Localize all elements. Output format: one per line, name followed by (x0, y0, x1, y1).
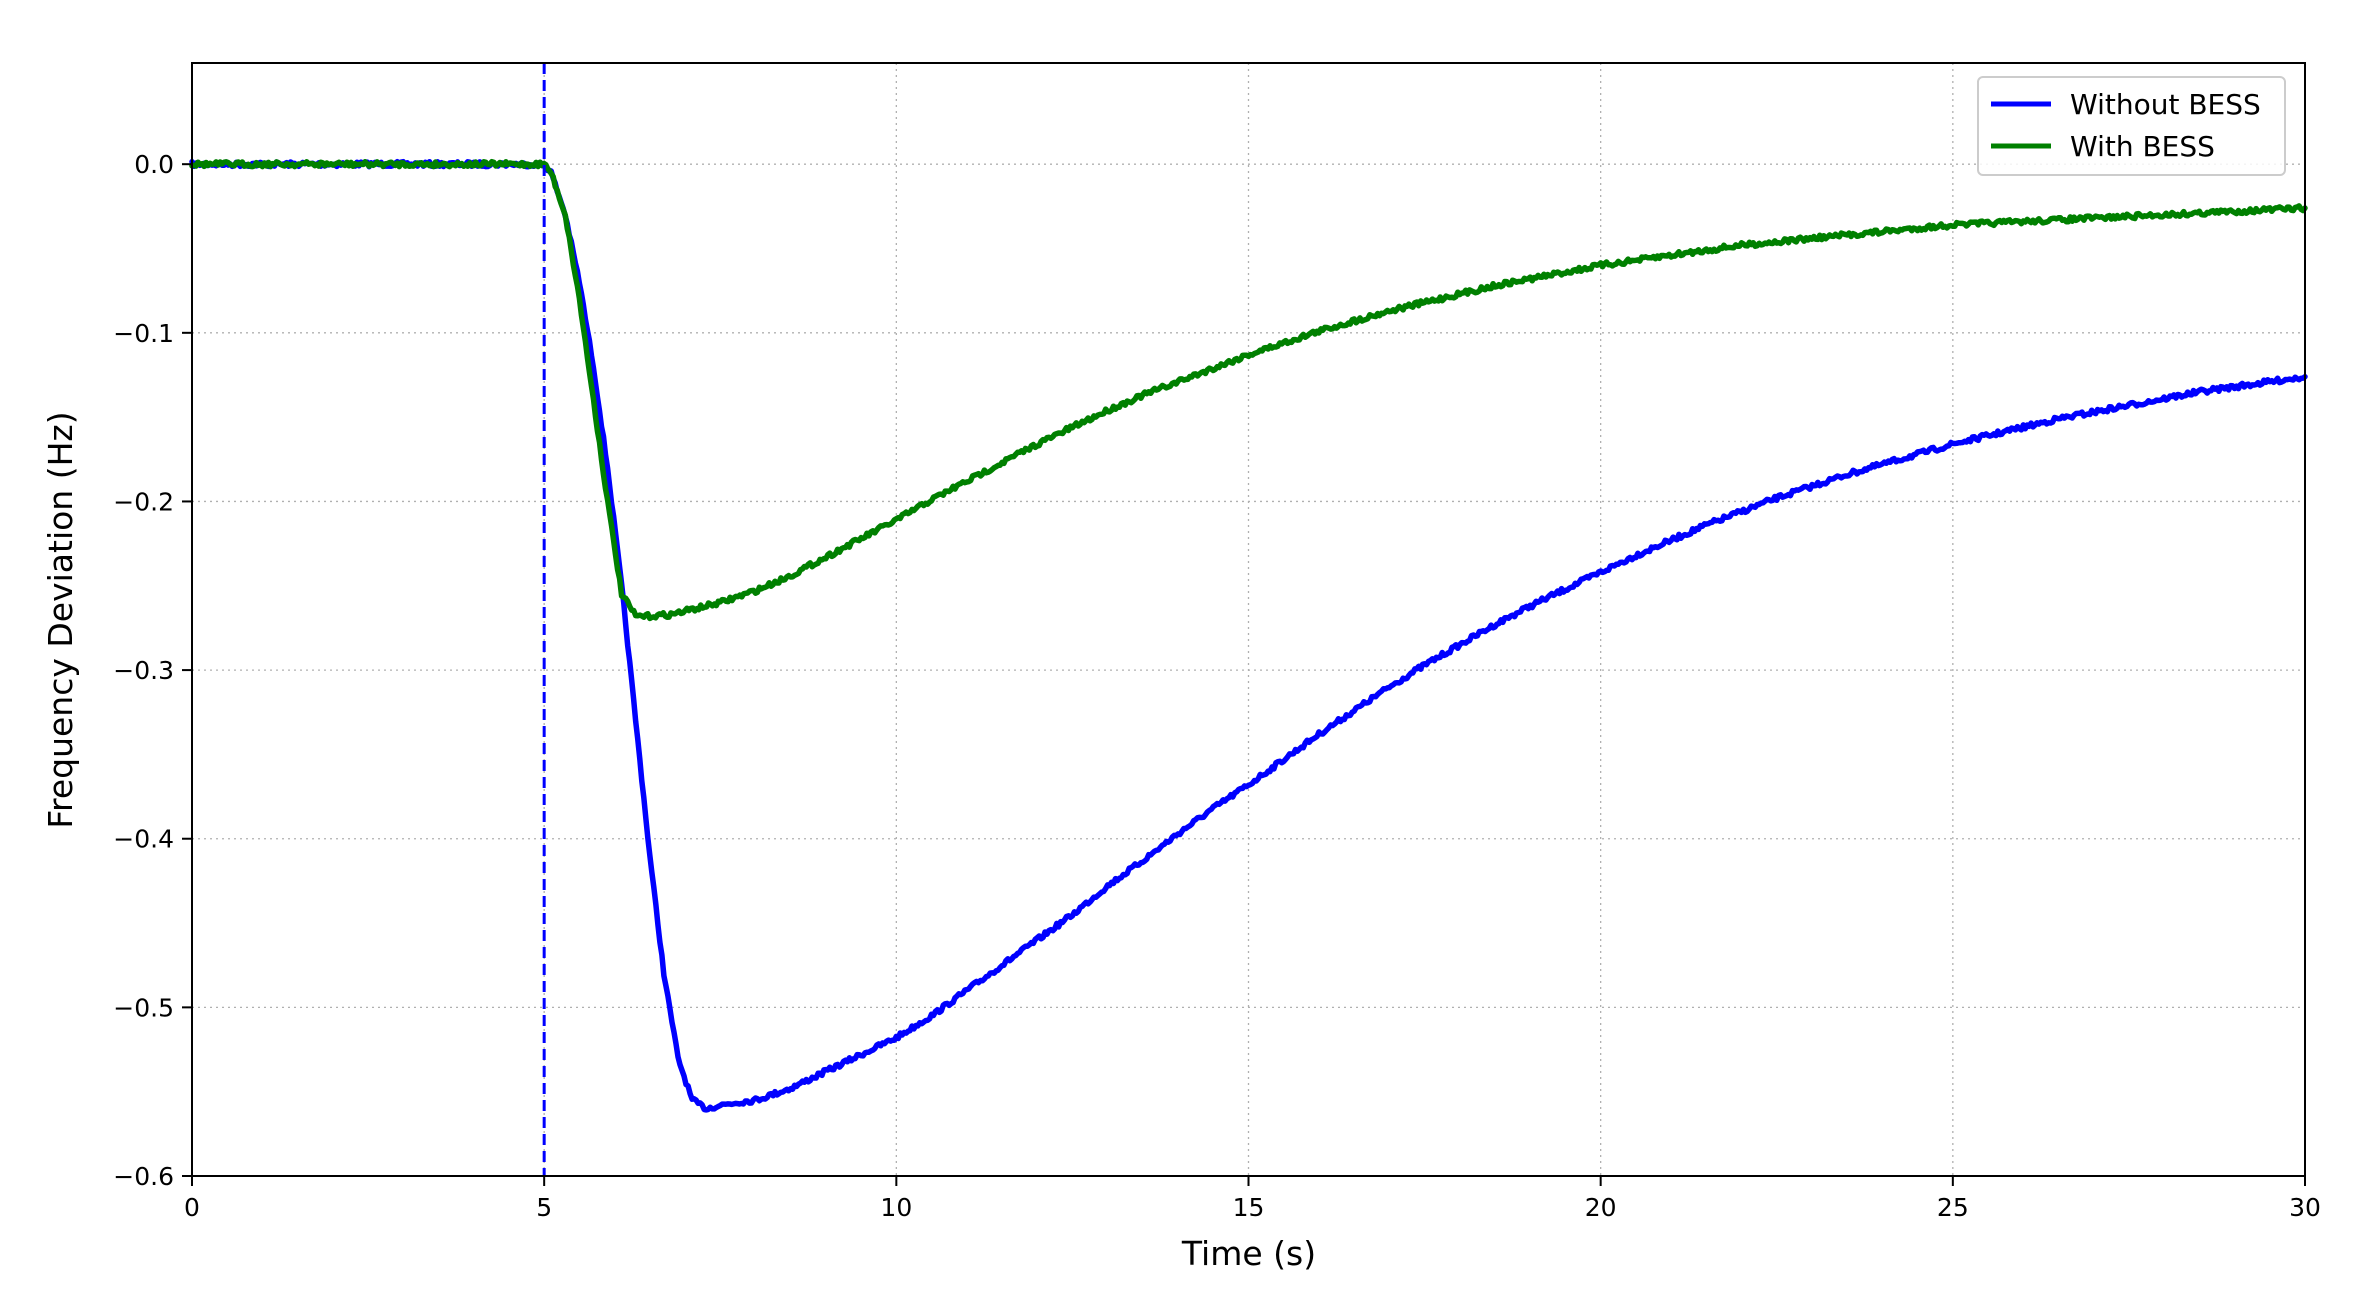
x-tick-label: 15 (1233, 1193, 1265, 1222)
y-tick-label: −0.2 (113, 487, 174, 516)
x-tick-label: 20 (1585, 1193, 1617, 1222)
y-tick-label: −0.1 (113, 319, 174, 348)
y-tick-label: −0.3 (113, 656, 174, 685)
legend: Without BESS With BESS (1977, 76, 2286, 176)
legend-box (1977, 76, 2286, 176)
x-tick-label: 25 (1937, 1193, 1969, 1222)
y-tick-label: −0.6 (113, 1162, 174, 1191)
axis-ticks: 0 5 10 15 20 25 30 0.0 −0.1 −0.2 −0.3 −0.4 −0.5 −0.6 (113, 150, 2321, 1222)
x-tick-label: 30 (2289, 1193, 2321, 1222)
y-tick-label: 0.0 (134, 150, 174, 179)
y-tick-label: −0.5 (113, 993, 174, 1022)
plot-series (189, 158, 2308, 1113)
legend-label: Without BESS (2070, 88, 2261, 121)
series-line-with-bess (189, 158, 2308, 622)
y-axis-label: Frequency Deviation (Hz) (41, 411, 80, 828)
x-tick-label: 0 (184, 1193, 200, 1222)
x-axis-label: Time (s) (1181, 1234, 1316, 1273)
x-tick-label: 5 (536, 1193, 552, 1222)
y-tick-label: −0.4 (113, 825, 174, 854)
legend-label: With BESS (2070, 130, 2215, 163)
x-tick-label: 10 (880, 1193, 912, 1222)
